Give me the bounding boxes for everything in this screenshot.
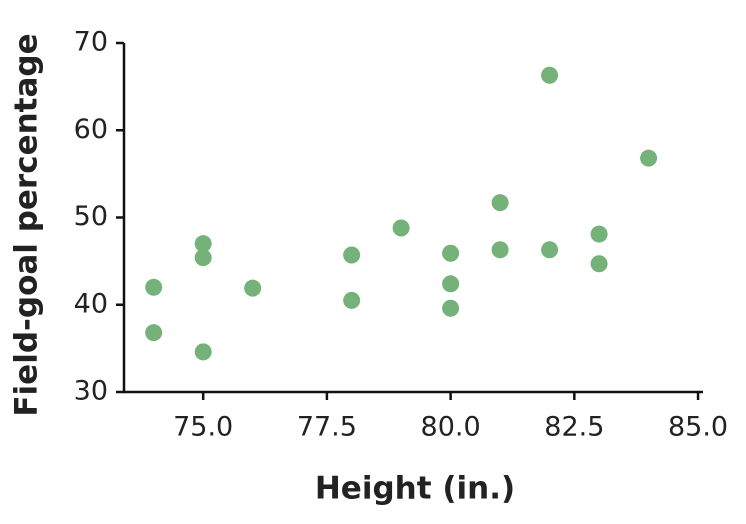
point — [442, 244, 460, 262]
x-axis-label: Height (in.) — [315, 471, 515, 507]
x-tick-label: 82.5 — [544, 412, 604, 443]
point — [145, 278, 163, 296]
x-tick-label: 85.0 — [668, 412, 728, 443]
point — [244, 279, 262, 297]
y-tick-label: 30 — [74, 376, 108, 407]
point — [145, 324, 163, 342]
point — [541, 66, 559, 84]
x-tick-label: 77.5 — [297, 412, 357, 443]
point — [194, 249, 212, 267]
point — [194, 343, 212, 361]
point — [392, 219, 410, 237]
point — [491, 241, 509, 259]
point — [442, 299, 460, 317]
y-tick-label: 40 — [74, 288, 108, 319]
x-tick-label: 80.0 — [421, 412, 481, 443]
point — [343, 246, 361, 264]
y-tick-label: 60 — [74, 114, 108, 145]
y-tick-label: 50 — [74, 201, 108, 232]
y-tick-label: 70 — [74, 27, 108, 58]
x-tick-label: 75.0 — [173, 412, 233, 443]
point — [541, 241, 559, 259]
y-axis-label: Field-goal percentage — [9, 33, 45, 416]
point — [590, 255, 608, 273]
point — [590, 225, 608, 243]
point — [640, 149, 658, 167]
point — [343, 291, 361, 309]
point — [194, 235, 212, 253]
point — [491, 194, 509, 212]
point — [442, 275, 460, 293]
